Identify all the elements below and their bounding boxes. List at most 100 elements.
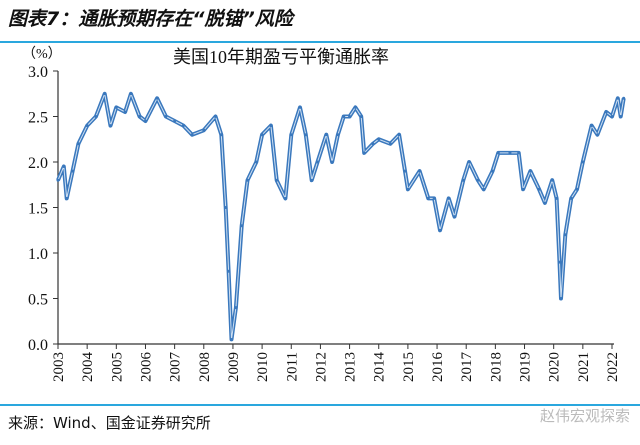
data-point [453,215,457,219]
x-tick-label: 2016 [430,352,446,383]
data-point [227,269,231,273]
data-point [476,178,480,182]
data-point [555,196,559,200]
data-point [575,187,579,191]
data-point [56,178,60,182]
data-point [362,151,366,155]
data-point [103,92,107,96]
data-point [610,115,614,118]
data-point [173,119,177,123]
data-point [143,119,147,123]
data-point [155,96,159,100]
data-point [595,133,599,137]
data-point [359,115,363,118]
x-tick-label: 2020 [547,352,563,382]
data-point [528,169,532,173]
data-point [550,178,554,182]
x-tick-label: 2010 [255,352,271,382]
data-point [543,201,547,205]
data-point [426,196,430,200]
y-tick-label: 1.0 [28,246,48,263]
y-tick-label: 0.0 [28,337,48,354]
data-point [304,133,308,137]
data-point [461,178,465,182]
bottom-divider [0,404,640,406]
watermark: 赵伟宏观探索 [539,407,630,425]
data-point [330,160,334,164]
data-point [219,133,223,137]
x-tick-label: 2022 [605,352,621,382]
data-point [590,124,594,128]
data-point [482,187,486,191]
data-point [202,128,206,132]
data-point [432,196,436,200]
x-tick-label: 2019 [518,352,534,382]
data-point [342,115,346,118]
x-tick-label: 2008 [197,352,213,382]
y-axis-unit: （%） [22,46,62,62]
data-point [521,187,525,191]
data-point [558,260,562,264]
data-point [129,92,133,96]
data-point [622,96,626,100]
data-point [298,105,302,109]
data-point [71,169,75,173]
data-point [229,337,233,341]
x-tick-label: 2004 [80,352,96,383]
y-tick-label: 0.5 [28,292,48,309]
y-tick-label: 2.5 [28,110,48,127]
data-point [403,169,407,173]
y-tick-label: 1.5 [28,201,48,218]
series-line [56,91,626,342]
x-tick-label: 2017 [459,352,475,383]
data-point [371,142,375,146]
data-point [406,187,410,191]
data-point [181,124,185,128]
data-point [65,196,69,200]
data-point [62,165,66,169]
data-point [123,110,127,114]
data-point [246,178,250,182]
data-point [467,160,471,164]
x-tick-label: 2006 [138,352,154,383]
data-point [275,178,279,182]
data-point [619,115,623,118]
data-point [190,133,194,137]
x-tick-label: 2021 [576,352,592,382]
data-point [283,196,287,200]
data-point [397,133,401,137]
chart-title: 美国10年期盈亏平衡通胀率 [173,47,389,67]
data-point [108,124,112,128]
x-tick-label: 2005 [109,352,125,382]
data-point [508,151,512,155]
data-point [289,133,293,137]
data-point [517,151,521,155]
data-point [240,224,244,228]
data-point [269,124,273,128]
data-point [418,169,422,173]
source-note: 来源：Wind、国金证券研究所 [8,414,211,432]
data-point [616,96,620,100]
data-point [559,297,563,300]
data-point [569,196,573,200]
data-point [164,115,168,118]
x-tick-label: 2003 [51,352,67,382]
x-tick-label: 2011 [284,352,300,381]
data-point [447,196,451,200]
data-point [348,115,352,118]
data-point [234,306,238,310]
x-tick-label: 2012 [313,352,329,382]
data-point [213,115,217,118]
data-point [388,142,392,146]
data-point [94,115,98,118]
top-divider [0,41,640,43]
data-point [438,228,442,232]
data-point [85,124,89,128]
data-point [260,133,264,137]
x-tick-label: 2015 [401,352,417,382]
data-point [490,169,494,173]
data-point [254,160,258,164]
x-tick-label: 2014 [372,352,388,383]
data-point [224,206,228,209]
